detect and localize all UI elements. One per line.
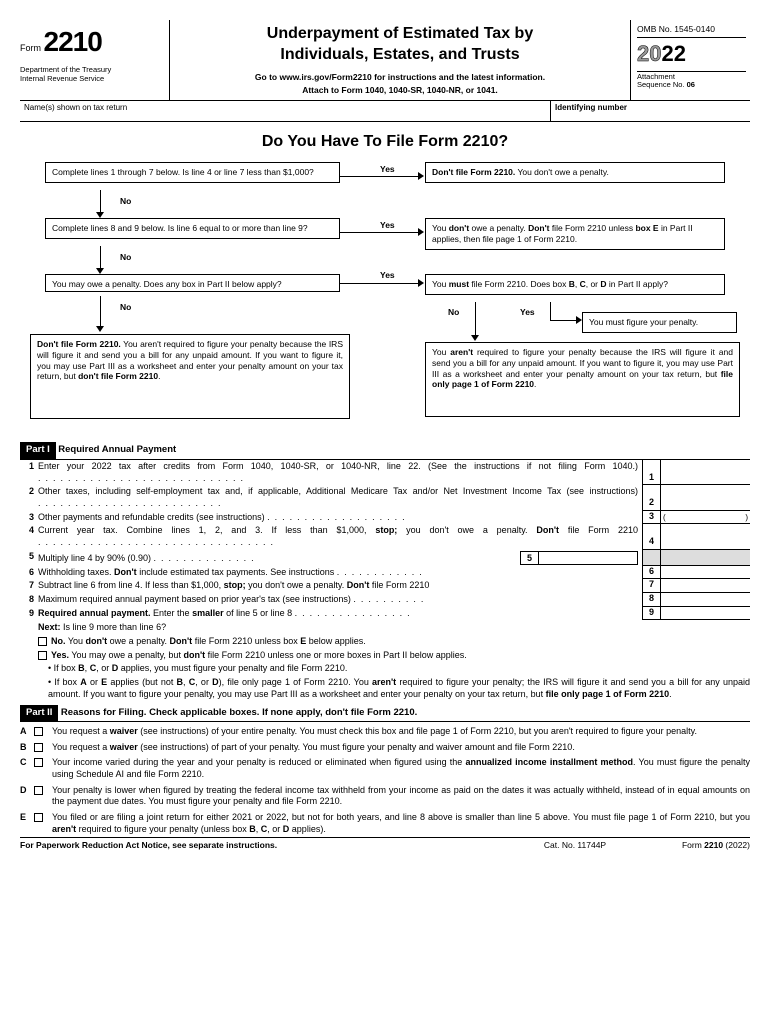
line-4-num: 4 [20, 524, 38, 549]
checkbox-a[interactable] [34, 727, 43, 736]
header-left: Form 2210 Department of the Treasury Int… [20, 20, 170, 100]
form-header: Form 2210 Department of the Treasury Int… [20, 20, 750, 101]
flow-q1: Complete lines 1 through 7 below. Is lin… [45, 162, 340, 183]
attachment-seq: Attachment Sequence No. 06 [637, 71, 746, 90]
flow-a3: You must file Form 2210. Does box B, C, … [425, 274, 725, 295]
line-5-midbox: 5 [520, 551, 538, 565]
part2-title: Reasons for Filing. Check applicable box… [61, 707, 417, 718]
p2-d-letter: D [20, 785, 34, 808]
p2-c-text: Your income varied during the year and y… [52, 757, 750, 780]
bullet-2: • If box A or E applies (but not B, C, o… [20, 677, 750, 700]
attach-line: Attach to Form 1040, 1040-SR, 1040-NR, o… [178, 85, 622, 96]
form-number: 2210 [44, 26, 102, 57]
p2-e-letter: E [20, 812, 34, 835]
line-5-value[interactable] [538, 551, 638, 565]
flow-yes-3: Yes [380, 270, 395, 281]
form-title-1: Underpayment of Estimated Tax by [178, 24, 622, 45]
line-3-value[interactable]: () [660, 511, 750, 525]
line-3-box: 3 [642, 511, 660, 525]
checkbox-yes[interactable] [38, 651, 47, 660]
line-9-text: Required annual payment. Enter the small… [38, 607, 642, 621]
form-title-2: Individuals, Estates, and Trusts [178, 45, 622, 66]
flow-yes-2: Yes [380, 220, 395, 231]
names-row: Name(s) shown on tax return Identifying … [20, 101, 750, 122]
line-8-value[interactable] [660, 593, 750, 607]
line-3-text: Other payments and refundable credits (s… [38, 511, 642, 525]
p2-b-letter: B [20, 742, 34, 754]
line-6-num: 6 [20, 566, 38, 580]
checkbox-b[interactable] [34, 743, 43, 752]
flow-yes-1: Yes [380, 164, 395, 175]
line-6-text: Withholding taxes. Don't include estimat… [38, 566, 642, 580]
line-7-box: 7 [642, 579, 660, 593]
line-4-box: 4 [642, 524, 660, 549]
line-4-value[interactable] [660, 524, 750, 549]
p2-d-text: Your penalty is lower when figured by tr… [52, 785, 750, 808]
line-5-box-gray [642, 550, 660, 566]
checkbox-d[interactable] [34, 786, 43, 795]
next-question: Next: Is line 9 more than line 6? [20, 622, 750, 634]
p2-a-text: You request a waiver (see instructions) … [52, 726, 750, 738]
tax-year: 2022 [637, 41, 686, 66]
footer-left: For Paperwork Reduction Act Notice, see … [20, 840, 500, 851]
line-5-gray [660, 550, 750, 566]
checkbox-no[interactable] [38, 637, 47, 646]
flow-end-right: You aren't required to figure your penal… [425, 342, 740, 417]
line-4-text: Current year tax. Combine lines 1, 2, an… [38, 524, 642, 549]
flow-q2: Complete lines 8 and 9 below. Is line 6 … [45, 218, 340, 239]
footer-right: Form 2210 (2022) [650, 840, 750, 851]
names-field[interactable]: Name(s) shown on tax return [20, 101, 550, 121]
dept-line2: Internal Revenue Service [20, 75, 165, 83]
flow-a1: Don't file Form 2210. You don't owe a pe… [425, 162, 725, 183]
line-9-num: 9 [20, 607, 38, 621]
omb-number: OMB No. 1545-0140 [637, 24, 746, 35]
flow-a2: You don't owe a penalty. Don't file Form… [425, 218, 725, 249]
flowchart: Complete lines 1 through 7 below. Is lin… [30, 162, 740, 502]
footer-center: Cat. No. 11744P [500, 840, 650, 851]
flow-q3: You may owe a penalty. Does any box in P… [45, 274, 340, 292]
line-3-num: 3 [20, 511, 38, 525]
part2-badge: Part II [20, 705, 58, 721]
flow-no-4: No [448, 307, 459, 318]
bullet-1: • If box B, C, or D applies, you must fi… [20, 663, 750, 675]
line-8-text: Maximum required annual payment based on… [38, 593, 642, 607]
next-yes: Yes. You may owe a penalty, but don't fi… [20, 650, 750, 662]
flow-end-left: Don't file Form 2210. You aren't require… [30, 334, 350, 419]
line-7-num: 7 [20, 579, 38, 593]
line-8-num: 8 [20, 593, 38, 607]
p2-b-text: You request a waiver (see instructions) … [52, 742, 750, 754]
p2-c-letter: C [20, 757, 34, 780]
next-no: No. You don't owe a penalty. Don't file … [20, 636, 750, 648]
flow-a3b: You must figure your penalty. [582, 312, 737, 333]
form-label: Form [20, 43, 41, 53]
flow-no-3: No [120, 302, 131, 313]
page-footer: For Paperwork Reduction Act Notice, see … [20, 837, 750, 851]
p2-e-text: You filed or are filing a joint return f… [52, 812, 750, 835]
department: Department of the Treasury Internal Reve… [20, 66, 165, 83]
line-9-box: 9 [642, 607, 660, 621]
flow-yes-4: Yes [520, 307, 535, 318]
flow-no-1: No [120, 196, 131, 207]
line-9-value[interactable] [660, 607, 750, 621]
identifying-number-field[interactable]: Identifying number [550, 101, 750, 121]
checkbox-e[interactable] [34, 813, 43, 822]
line-7-value[interactable] [660, 579, 750, 593]
line-8-box: 8 [642, 593, 660, 607]
flow-no-2: No [120, 252, 131, 263]
header-center: Underpayment of Estimated Tax by Individ… [170, 20, 630, 100]
header-right: OMB No. 1545-0140 2022 Attachment Sequen… [630, 20, 750, 100]
flowchart-title: Do You Have To File Form 2210? [20, 132, 750, 153]
p2-a-letter: A [20, 726, 34, 738]
goto-line: Go to www.irs.gov/Form2210 for instructi… [178, 72, 622, 83]
line-5-num: 5 [20, 550, 38, 566]
checkbox-c[interactable] [34, 758, 43, 767]
line-7-text: Subtract line 6 from line 4. If less tha… [38, 579, 642, 593]
line-5-text: Multiply line 4 by 90% (0.90) . . . . . … [38, 550, 642, 566]
line-6-value[interactable] [660, 566, 750, 580]
line-6-box: 6 [642, 566, 660, 580]
